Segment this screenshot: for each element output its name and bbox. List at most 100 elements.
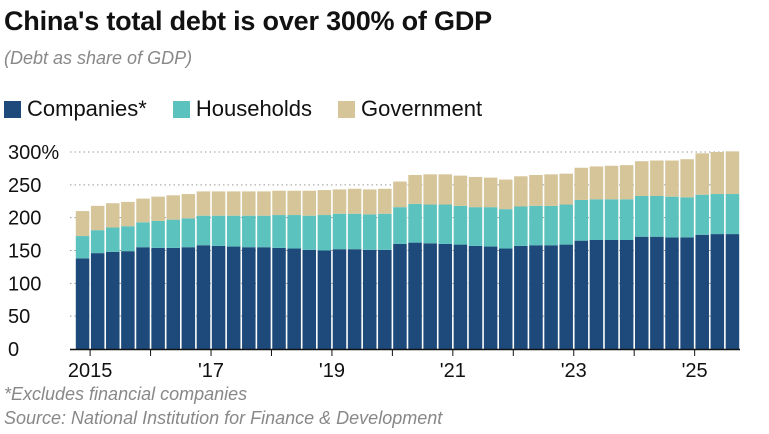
bar-companies — [287, 248, 301, 349]
source-note: Source: National Institution for Finance… — [4, 408, 443, 428]
bar-households — [257, 215, 271, 248]
bar-government — [589, 166, 604, 200]
bar-government — [196, 191, 211, 216]
bar-government — [574, 167, 589, 200]
bar-companies — [498, 248, 513, 349]
bar-government — [665, 160, 679, 197]
bar-households — [725, 194, 740, 235]
bar-households — [468, 207, 483, 246]
bar-government — [498, 179, 513, 210]
bar-government — [529, 174, 543, 206]
bar-government — [211, 191, 226, 216]
bar-companies — [257, 247, 271, 349]
bar-companies — [181, 247, 196, 349]
bar-households — [483, 207, 498, 247]
bar-companies — [529, 245, 543, 349]
bar-government — [635, 161, 649, 196]
bar-government — [347, 188, 362, 214]
y-tick-label: 50 — [8, 306, 30, 328]
bar-companies — [211, 245, 226, 349]
bar-companies — [106, 251, 120, 349]
bar-companies — [680, 237, 694, 349]
bar-government — [423, 174, 437, 205]
bar-households — [272, 215, 286, 248]
legend-swatch-companies — [4, 100, 21, 118]
bar-households — [529, 205, 543, 246]
bar-companies — [589, 239, 604, 349]
legend-item-households: Households — [172, 96, 313, 122]
bar-government — [106, 203, 120, 228]
bar-households — [378, 213, 392, 250]
bar-government — [151, 196, 165, 221]
bar-households — [544, 205, 558, 246]
bar-households — [665, 196, 679, 238]
bar-companies — [604, 239, 619, 349]
bar-households — [423, 204, 437, 244]
y-tick-label: 0 — [8, 339, 19, 361]
bar-government — [317, 190, 332, 216]
bar-households — [695, 194, 709, 235]
bar-households — [287, 215, 301, 249]
bar-companies — [151, 247, 165, 349]
legend-label-companies: Companies* — [27, 96, 147, 121]
bar-companies — [725, 234, 740, 349]
bar-households — [393, 207, 407, 244]
bar-government — [302, 190, 317, 216]
bar-companies — [635, 236, 649, 349]
bar-government — [378, 188, 392, 214]
bar-government — [619, 165, 634, 200]
bar-households — [408, 203, 422, 243]
bar-households — [211, 215, 226, 246]
bar-households — [166, 219, 180, 248]
bar-government — [453, 175, 468, 206]
bar-companies — [378, 249, 392, 349]
bar-households — [151, 220, 165, 248]
bar-households — [332, 213, 347, 250]
bar-government — [695, 153, 709, 195]
bar-companies — [619, 239, 634, 349]
y-tick-label: 250 — [8, 175, 41, 197]
bar-households — [302, 215, 317, 250]
footnote: *Excludes financial companies — [4, 384, 248, 404]
bar-households — [574, 199, 589, 241]
bar-companies — [710, 234, 725, 349]
bar-households — [438, 204, 453, 244]
bar-households — [453, 205, 468, 245]
y-tick-label: 200 — [8, 208, 41, 230]
bar-companies — [559, 244, 573, 349]
legend-label-households: Households — [195, 96, 313, 121]
bar-government — [242, 191, 256, 216]
bar-households — [619, 199, 634, 240]
legend-swatch-households — [172, 100, 190, 118]
bar-households — [347, 213, 362, 250]
bar-companies — [136, 247, 150, 349]
bar-companies — [166, 247, 180, 349]
x-tick-label: 2015 — [68, 360, 113, 382]
bar-government — [257, 191, 271, 216]
bar-companies — [393, 243, 407, 349]
legend-item-government: Government — [338, 96, 482, 122]
bar-government — [90, 205, 105, 231]
legend-label-government: Government — [361, 96, 483, 121]
bar-government — [121, 201, 135, 227]
bar-government — [287, 190, 301, 216]
chart-title: China's total debt is over 300% of GDP — [4, 6, 492, 36]
bar-companies — [423, 243, 437, 349]
y-tick-label: 150 — [8, 241, 41, 263]
bar-companies — [196, 245, 211, 349]
bar-households — [680, 197, 694, 238]
bar-households — [121, 226, 135, 252]
bar-government — [725, 151, 740, 195]
bar-government — [75, 211, 90, 237]
bar-companies — [302, 249, 317, 349]
bar-companies — [121, 251, 135, 349]
bar-government — [650, 160, 664, 196]
bar-households — [106, 227, 120, 252]
bar-households — [226, 215, 241, 247]
bar-government — [181, 194, 196, 219]
bar-government — [362, 189, 377, 215]
bar-households — [589, 199, 604, 240]
bar-government — [468, 176, 483, 208]
x-tick-label: '25 — [682, 360, 708, 382]
